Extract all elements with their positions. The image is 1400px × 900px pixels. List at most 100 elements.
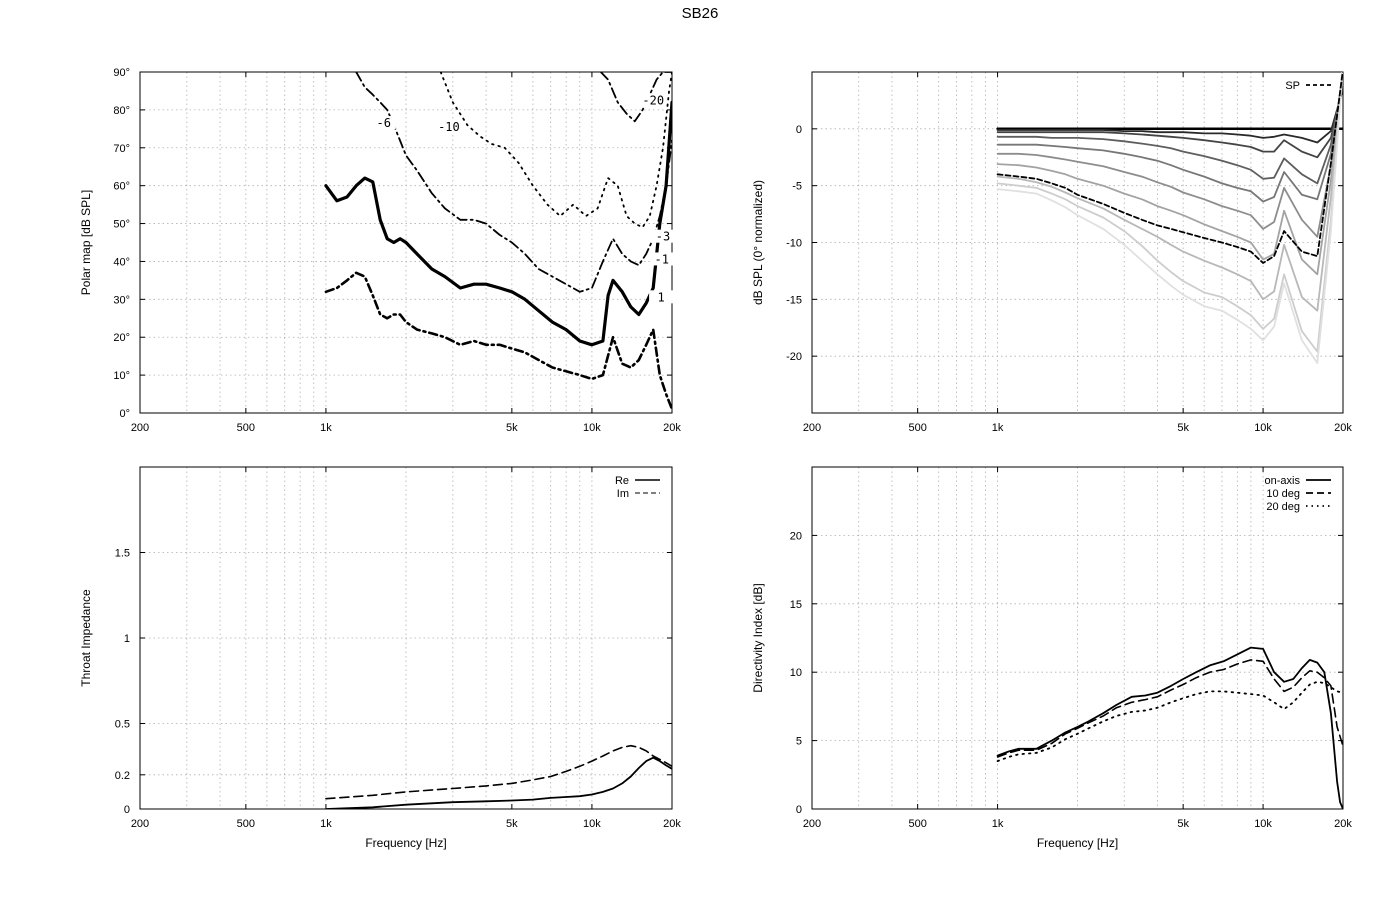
y-tick-label: 10° (113, 370, 130, 382)
directivity-index-series (996, 646, 1343, 809)
x-tick-label: 10k (1254, 818, 1272, 830)
contour-label: -10 (438, 120, 460, 134)
contour-label-bg (650, 229, 675, 243)
series-line (996, 72, 1343, 276)
x-axis-label: Frequency [Hz] (365, 836, 446, 850)
contour-label: -6 (377, 116, 391, 130)
series-line (996, 72, 1343, 364)
series-line-SP (996, 72, 1343, 264)
y-tick-label: 50° (113, 219, 130, 231)
x-tick-label: 1k (992, 818, 1004, 830)
x-tick-label: 200 (131, 422, 149, 434)
legend-label: Re (615, 475, 629, 487)
normalized-spl-legend: SP (1285, 80, 1331, 92)
series-line--10 (599, 72, 672, 123)
x-tick-label: 500 (237, 422, 255, 434)
series-line (996, 72, 1343, 238)
x-tick-label: 1k (320, 422, 332, 434)
y-tick-label: 0.5 (115, 719, 130, 731)
series-line--6 (439, 72, 672, 229)
x-tick-label: 5k (1177, 818, 1189, 830)
legend-label: SP (1285, 80, 1300, 92)
series-line-1 (324, 100, 672, 347)
series-line-20 deg (996, 680, 1343, 762)
y-tick-label: 40° (113, 256, 130, 268)
y-tick-label: 15 (790, 599, 802, 611)
y-tick-label: 60° (113, 181, 130, 193)
y-tick-label: 70° (113, 143, 130, 155)
normalized-spl-grid (812, 72, 1343, 413)
directivity-index-plot: 200 500 1k 5k 10k 20k 0 5 10 15 20 Directivity Inde… (751, 466, 1352, 850)
contour-label: -1 (655, 252, 669, 266)
x-tick-label: 20k (1334, 422, 1352, 434)
series-line--1 (324, 271, 672, 411)
x-tick-label: 5k (506, 422, 518, 434)
series-line (996, 88, 1343, 144)
x-tick-label: 5k (1177, 422, 1189, 434)
y-tick-label: 5 (796, 736, 802, 748)
legend-label: Im (617, 488, 629, 500)
x-tick-label: 1k (992, 422, 1004, 434)
x-tick-label: 200 (803, 422, 821, 434)
series-line (996, 72, 1343, 312)
contour-label-bg (649, 290, 674, 304)
y-tick-label: 0 (796, 804, 802, 816)
y-tick-label: 20 (790, 530, 802, 542)
polar-map-plot: 200 500 1k 5k 10k 20k 0° 10° 20° 30° 40° 50° 60° 70° 8… (79, 67, 681, 434)
series-line-Re (324, 756, 672, 809)
legend-label: on-axis (1265, 475, 1301, 487)
y-tick-label: -10 (786, 238, 802, 250)
series-line-on-axis (996, 646, 1343, 809)
x-tick-label: 20k (663, 422, 681, 434)
y-tick-label: 30° (113, 294, 130, 306)
legend-label: 20 deg (1266, 501, 1300, 513)
x-tick-label: 20k (1334, 818, 1352, 830)
x-tick-label: 10k (1254, 422, 1272, 434)
y-tick-label: -20 (786, 351, 802, 363)
series-line-Im (325, 744, 672, 800)
contour-label-bg (436, 119, 461, 133)
x-tick-label: 200 (803, 818, 821, 830)
y-axis-label: Directivity Index [dB] (751, 583, 765, 692)
x-tick-label: 200 (131, 818, 149, 830)
directivity-index-grid (812, 467, 1343, 809)
y-tick-label: 80° (113, 105, 130, 117)
y-tick-label: 0 (796, 124, 802, 136)
contour-label-bg (371, 116, 396, 130)
directivity-index-frame (811, 466, 1344, 810)
x-tick-label: 500 (237, 818, 255, 830)
y-tick-label: 20° (113, 332, 130, 344)
polar-map-grid (140, 72, 672, 413)
x-tick-label: 500 (908, 818, 926, 830)
contour-label-bg (649, 252, 674, 266)
y-tick-label: 0 (124, 804, 130, 816)
normalized-spl-plot: 200 500 1k 5k 10k 20k 0 -5 -10 -15 -20 dB SPL (0° n… (751, 71, 1352, 434)
y-axis-label: Throat Impedance (79, 589, 93, 687)
contour-label-bg (641, 93, 666, 107)
y-tick-label: -15 (786, 294, 802, 306)
normalized-spl-series (996, 72, 1343, 364)
series-line--3 (355, 72, 672, 293)
series-line (996, 73, 1343, 203)
throat-impedance-series (324, 744, 672, 809)
y-axis-label: Polar map [dB SPL] (79, 190, 93, 295)
x-tick-label: 10k (583, 818, 601, 830)
throat-impedance-grid (140, 467, 672, 809)
figure-title: SB26 (681, 5, 719, 22)
y-tick-label: -5 (792, 181, 802, 193)
y-tick-label: 1 (124, 633, 130, 645)
series-line (996, 72, 1343, 353)
contour-label: -20 (642, 93, 664, 107)
x-tick-label: 1k (320, 818, 332, 830)
series-line-10 deg (996, 659, 1343, 758)
x-axis-label: Frequency [Hz] (1037, 836, 1118, 850)
throat-impedance-plot: 200 500 1k 5k 10k 20k 0 0.2 0.5 1 1.5 Throat Impeda… (79, 466, 681, 850)
x-tick-label: 20k (663, 818, 681, 830)
y-tick-label: 10 (790, 667, 802, 679)
y-tick-label: 90° (113, 67, 130, 79)
x-tick-label: 500 (908, 422, 926, 434)
legend-label: 10 deg (1266, 488, 1300, 500)
